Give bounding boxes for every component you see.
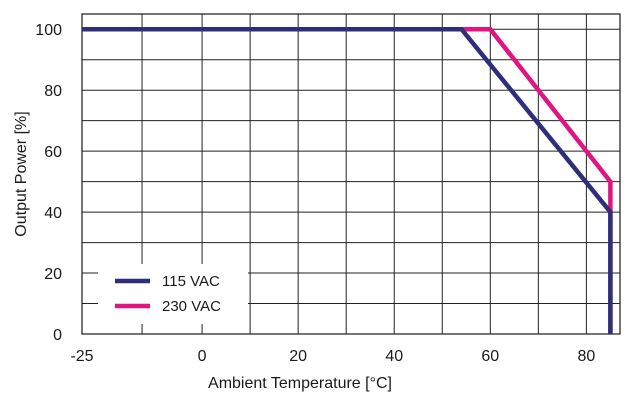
- plot-frame: [81, 13, 621, 335]
- y-tick-label: 100: [35, 22, 62, 39]
- legend-box: [98, 264, 248, 324]
- x-tick-label: 20: [289, 348, 307, 365]
- y-tick-labels: 0 20 40 60 80 100: [35, 22, 62, 344]
- x-tick-label: 0: [198, 348, 207, 365]
- legend-label: 115 VAC: [162, 273, 220, 290]
- y-tick-label: 80: [44, 83, 62, 100]
- x-tick-label: -25: [70, 348, 93, 365]
- legend-label: 230 VAC: [162, 298, 221, 315]
- x-tick-label: 60: [481, 348, 499, 365]
- series-line: [82, 26, 613, 334]
- y-tick-label: 0: [53, 327, 62, 344]
- y-tick-label: 40: [44, 205, 62, 222]
- y-tick-label: 60: [44, 144, 62, 161]
- x-tick-labels: -25 0 20 40 60 80: [70, 348, 595, 365]
- y-axis-title: Output Power [%]: [13, 111, 30, 236]
- x-axis-title: Ambient Temperature [°C]: [208, 375, 392, 392]
- x-tick-label: 80: [577, 348, 595, 365]
- legend: 115 VAC 230 VAC: [98, 264, 248, 324]
- x-tick-label: 40: [385, 348, 403, 365]
- y-tick-label: 20: [44, 266, 62, 283]
- series-lines: [82, 26, 613, 334]
